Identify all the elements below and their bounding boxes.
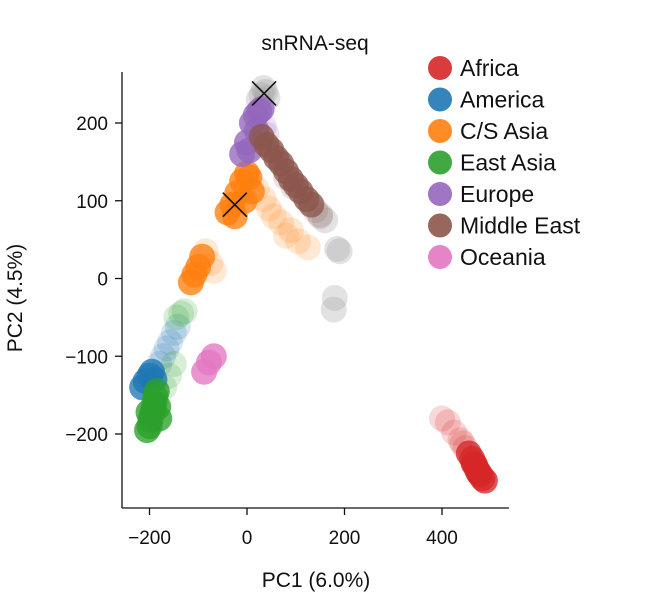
c-s-asia-point <box>221 203 248 230</box>
c-s-asia-faded-point <box>277 217 304 244</box>
x-tick-label: 400 <box>426 528 458 549</box>
gray-point <box>250 75 277 102</box>
y-ticks: −200 −100 0 100 200 <box>65 114 122 446</box>
chart-title: snRNA-seq <box>261 32 368 55</box>
gray-point <box>324 235 351 262</box>
gray-point <box>320 296 347 323</box>
c-s-asia-point <box>189 243 216 270</box>
east-asia-faded-point <box>171 298 198 325</box>
legend-label-europe: Europe <box>460 181 534 207</box>
legend-swatch-c-s-asia <box>428 119 452 143</box>
africa-point <box>465 459 492 486</box>
oceania-point <box>200 343 227 370</box>
africa-faded-point <box>441 419 468 446</box>
america-faded-point <box>156 329 183 356</box>
middle-east-point <box>298 191 325 218</box>
legend-label-c-s-asia: C/S Asia <box>460 118 548 144</box>
africa-faded-point <box>434 409 461 436</box>
x-ticks: −200 0 200 400 <box>128 508 458 549</box>
africa-faded-point <box>429 405 455 432</box>
x-tick-label: 200 <box>329 528 361 549</box>
legend: Africa America C/S Asia East Asia Europe Midd… <box>428 55 581 270</box>
x-marker <box>222 192 248 218</box>
legend-swatch-america <box>428 87 452 112</box>
legend-label-oceania: Oceania <box>460 244 546 270</box>
legend-swatch-east-asia <box>428 150 452 175</box>
america-faded-point <box>160 319 187 346</box>
y-tick-label: 200 <box>76 114 108 135</box>
c-s-asia-faded-point <box>285 228 312 255</box>
east-asia-faded-point <box>163 304 190 331</box>
points-layer <box>129 75 498 494</box>
markers-layer <box>222 80 277 218</box>
x-tick-label: −200 <box>128 528 171 549</box>
legend-swatch-middle-east <box>428 213 452 238</box>
y-tick-label: 0 <box>97 270 108 291</box>
x-marker <box>251 80 277 107</box>
east-asia-faded-point <box>168 300 195 327</box>
c-s-asia-faded-point <box>268 209 295 236</box>
legend-label-africa: Africa <box>460 55 519 81</box>
gray-point <box>326 238 353 265</box>
c-s-asia-faded-point <box>260 203 287 230</box>
y-axis-title: PC2 (4.5%) <box>4 244 27 353</box>
america-faded-point <box>164 313 191 340</box>
east-asia-faded-point <box>160 351 187 378</box>
legend-swatch-africa <box>428 56 452 80</box>
east-asia-point <box>135 399 162 426</box>
legend-label-east-asia: East Asia <box>460 150 556 176</box>
gray-point <box>321 284 348 311</box>
legend-label-america: America <box>460 87 545 113</box>
america-faded-point <box>153 335 180 362</box>
legend-swatch-europe <box>428 182 452 206</box>
y-tick-label: −100 <box>65 347 108 368</box>
c-s-asia-faded-point <box>294 234 321 261</box>
x-axis-title: PC1 (6.0%) <box>262 569 371 592</box>
c-s-asia-faded-point <box>273 222 299 249</box>
y-tick-label: 100 <box>76 192 108 213</box>
c-s-asia-faded-point <box>255 195 282 222</box>
legend-swatch-oceania <box>428 245 452 269</box>
legend-label-middle-east: Middle East <box>460 213 581 239</box>
x-tick-label: 0 <box>242 528 253 549</box>
y-tick-label: −200 <box>65 425 108 446</box>
